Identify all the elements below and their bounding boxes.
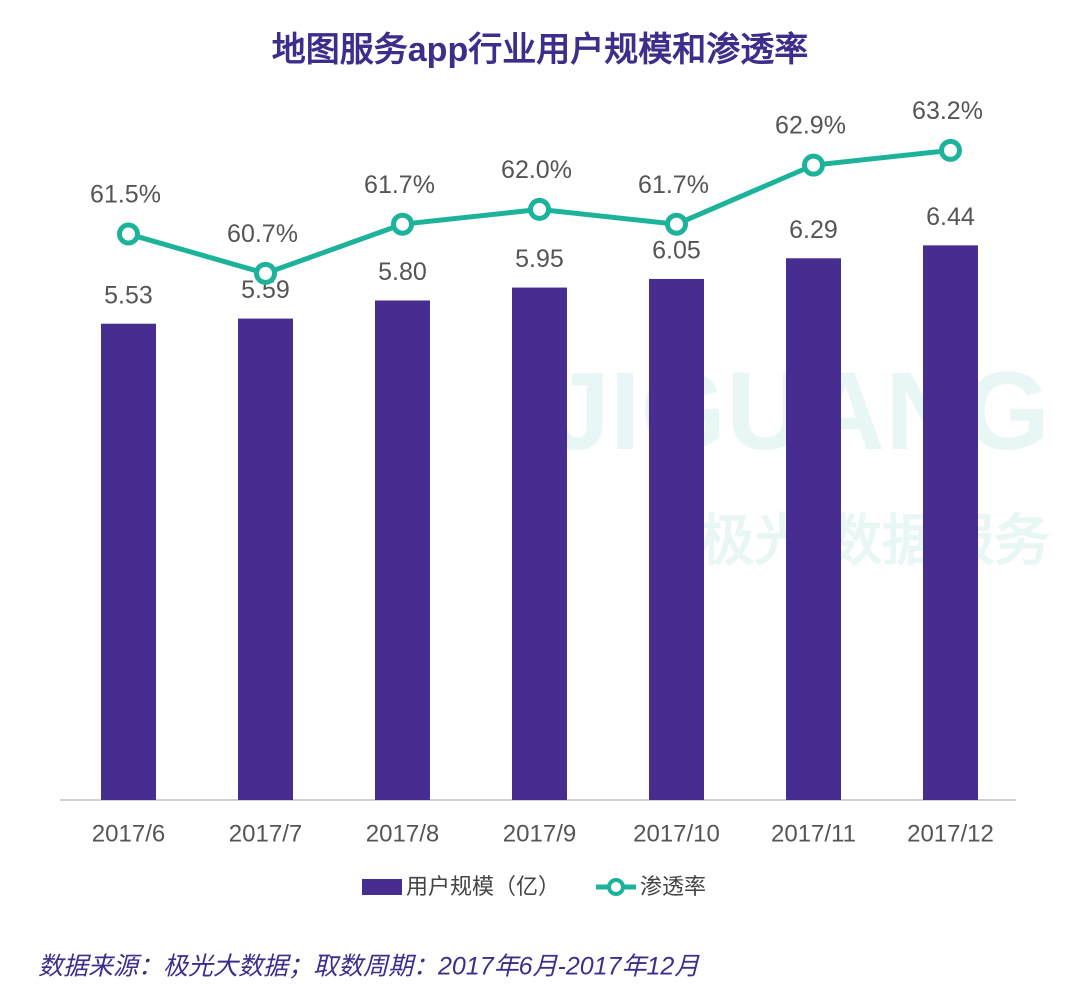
bar — [101, 323, 156, 800]
bar — [375, 300, 430, 800]
bar — [923, 245, 978, 801]
line-point — [528, 197, 551, 221]
line-point — [117, 222, 140, 246]
line-point — [391, 212, 414, 236]
bar-value-label: 5.95 — [515, 245, 564, 273]
line-value-label: 61.7% — [638, 171, 709, 199]
bar — [786, 258, 841, 800]
bar-value-label: 5.80 — [378, 258, 427, 286]
line-value-label: 61.5% — [90, 181, 161, 209]
legend-swatch — [607, 878, 626, 896]
watermark: 极光 数据服务 — [698, 509, 1050, 572]
x-tick-label: 2017/10 — [633, 820, 720, 847]
bar-value-label: 6.29 — [789, 216, 838, 244]
x-tick-label: 2017/12 — [907, 820, 994, 847]
x-tick-label: 2017/8 — [366, 820, 439, 847]
chart-title: 地图服务app行业用户规模和渗透率 — [272, 31, 808, 69]
bar — [238, 318, 293, 800]
x-tick-label: 2017/7 — [229, 820, 302, 847]
line-value-label: 60.7% — [227, 220, 298, 248]
x-tick-label: 2017/9 — [503, 820, 576, 847]
source-note: 数据来源：极光大数据；取数周期：2017年6月-2017年12月 — [38, 953, 700, 981]
legend-label: 渗透率 — [640, 874, 706, 899]
line-point — [254, 261, 277, 285]
line-point — [665, 212, 688, 236]
line-value-label: 61.7% — [364, 171, 435, 199]
line-point — [939, 138, 962, 162]
bar-value-label: 6.05 — [652, 237, 701, 265]
legend-swatch — [362, 879, 402, 895]
bar — [649, 278, 704, 801]
bar — [512, 287, 567, 800]
line-value-label: 62.0% — [501, 156, 572, 184]
x-tick-label: 2017/11 — [771, 820, 856, 847]
bar-value-label: 5.53 — [104, 281, 153, 309]
line-value-label: 62.9% — [775, 112, 846, 140]
bar-value-label: 6.44 — [926, 203, 975, 231]
legend-label: 用户规模（亿） — [406, 874, 560, 899]
line-point — [802, 153, 825, 177]
line-value-label: 63.2% — [912, 97, 983, 125]
x-tick-label: 2017/6 — [92, 820, 165, 847]
